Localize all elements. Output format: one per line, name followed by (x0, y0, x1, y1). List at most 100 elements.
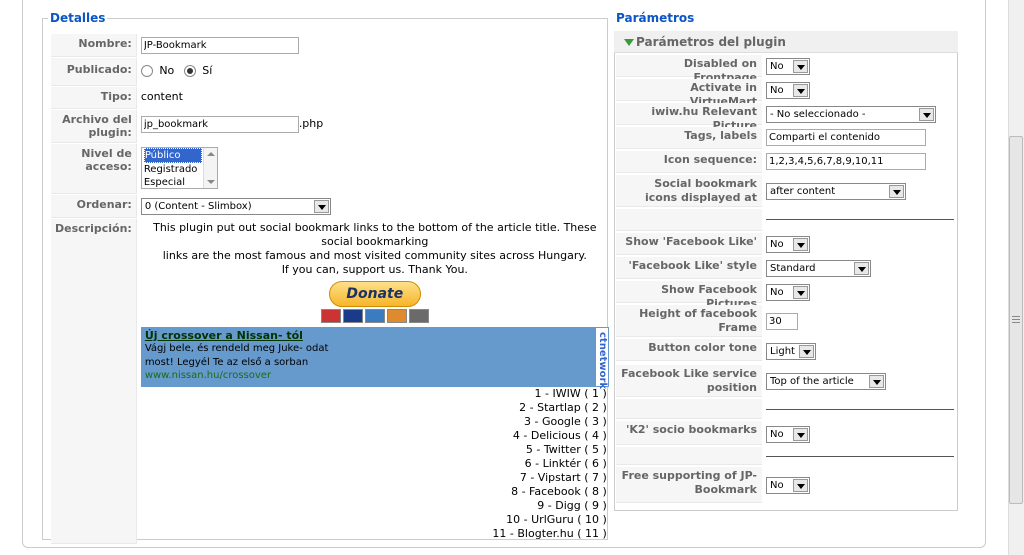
tags-input[interactable] (766, 129, 926, 146)
chevron-down-icon (793, 60, 808, 73)
select-value: No (770, 480, 784, 491)
select-value: No (770, 61, 784, 72)
published-yes-label: Sí (202, 64, 213, 77)
donate-button[interactable]: Donate (328, 281, 421, 307)
virtuemart-select[interactable]: No (766, 82, 810, 99)
payment-cards (141, 309, 609, 325)
chevron-down-icon (793, 286, 808, 299)
order-label: Ordenar: (51, 195, 137, 218)
order-select[interactable]: 0 (Content - Slimbox) (140, 198, 331, 215)
bookmark-item: 11 - Blogter.hu ( 11 ) (492, 527, 607, 540)
btntone-select[interactable]: Light (766, 343, 816, 360)
param-label: Icon sequence: (616, 151, 762, 173)
access-option[interactable]: Público (143, 148, 202, 163)
select-value: No (770, 85, 784, 96)
select-value: No (770, 429, 784, 440)
param-label: Show 'Facebook Like' (616, 233, 762, 255)
chevron-down-icon (793, 428, 808, 441)
divider (766, 456, 954, 457)
bookmark-item: 2 - Startlap ( 2 ) (519, 401, 607, 414)
published-yes-radio[interactable] (183, 65, 196, 77)
select-value: Top of the article (770, 376, 854, 387)
published-label: Publicado: (51, 58, 137, 86)
param-label: Social bookmark icons displayed at (616, 175, 762, 207)
param-label: Show Facebook Pictures (616, 281, 762, 310)
params-legend: Parámetros (614, 11, 697, 25)
access-option[interactable]: Registrado (143, 164, 198, 175)
chevron-down-icon (793, 238, 808, 251)
ad-banner[interactable]: Új crossover a Nissan- tól Vágj bele, és… (140, 327, 609, 390)
chevron-down-icon (313, 200, 329, 213)
select-value: - No seleccionado - (770, 109, 866, 120)
bookmark-item: 4 - Delicious ( 4 ) (512, 429, 607, 442)
published-no-label: No (159, 64, 175, 77)
scroll-grip-icon (1012, 316, 1020, 317)
param-label: Tags, labels (616, 127, 762, 149)
type-value: content (140, 90, 183, 103)
details-legend: Detalles (48, 11, 108, 25)
picture-select[interactable]: - No seleccionado - (766, 106, 936, 123)
mastercard-icon (320, 309, 341, 323)
select-value: No (770, 287, 784, 298)
access-listbox[interactable]: Público Registrado Especial (140, 147, 218, 189)
bookmark-item: 9 - Digg ( 9 ) (537, 499, 607, 512)
param-label: 'K2' socio bookmarks (616, 421, 762, 445)
select-value: after content (770, 186, 836, 197)
desc-label: Descripción: (51, 219, 137, 544)
fblike-select[interactable]: No (766, 236, 810, 253)
param-label: Button color tone (616, 339, 762, 361)
access-label: Nivel de acceso: (51, 144, 137, 194)
file-input[interactable] (140, 116, 299, 133)
ad-network-label: ctnetwork (596, 332, 608, 390)
param-label-empty (616, 399, 762, 419)
bookmark-item: 8 - Facebook ( 8 ) (511, 485, 607, 498)
bookmark-item: 7 - Vipstart ( 7 ) (519, 471, 607, 484)
scroll-grip-icon (1012, 319, 1020, 320)
scrollbar-thumb[interactable] (1009, 136, 1023, 504)
fbpos-select[interactable]: Top of the article (766, 373, 886, 390)
details-fieldset (42, 18, 608, 540)
type-label: Tipo: (51, 87, 137, 109)
bookmark-item: 3 - Google ( 3 ) (523, 415, 607, 428)
ad-title[interactable]: Új crossover a Nissan- tól (144, 329, 303, 342)
file-label: Archivo del plugin: (51, 110, 137, 143)
params-header[interactable]: Parámetros del plugin (614, 31, 958, 53)
param-label: Height of facebook Frame (616, 305, 762, 337)
order-value: 0 (Content - Slimbox) (144, 201, 252, 212)
fbheight-input[interactable] (766, 313, 798, 330)
param-label: iwiw.hu Relevant Picture (616, 103, 762, 132)
chevron-down-icon (799, 345, 814, 358)
desc-line: links are the most famous and most visit… (162, 249, 587, 262)
bookmark-item: 5 - Twitter ( 5 ) (525, 443, 607, 456)
bookmark-item: 10 - UrlGuru ( 10 ) (506, 513, 607, 526)
param-label: Disabled on Frontpage (616, 55, 762, 84)
icon-sequence-input[interactable] (766, 153, 926, 170)
expand-triangle-icon[interactable] (624, 39, 634, 46)
param-label: Free supporting of JP-Bookmark (616, 467, 762, 503)
chevron-down-icon (889, 185, 904, 198)
file-ext: .php (298, 117, 324, 130)
param-label: Facebook Like service position (616, 365, 762, 397)
published-no-radio[interactable] (140, 65, 153, 77)
name-input[interactable] (140, 37, 299, 54)
fbpics-select[interactable]: No (766, 284, 810, 301)
fbstyle-select[interactable]: Standard (766, 260, 871, 277)
access-option[interactable]: Especial (143, 177, 186, 188)
bookmark-list: 1 - IWIW ( 1 ) 2 - Startlap ( 2 ) 3 - Go… (141, 387, 609, 541)
disabled-select[interactable]: No (766, 58, 810, 75)
select-value: Light (770, 346, 795, 357)
displayed-select[interactable]: after content (766, 183, 906, 200)
name-label: Nombre: (51, 34, 137, 57)
listbox-scrollbar[interactable] (202, 148, 217, 188)
desc-line: This plugin put out social bookmark link… (153, 221, 597, 248)
ad-url[interactable]: www.nissan.hu/crossover (144, 370, 272, 381)
discover-icon (386, 309, 407, 323)
ad-network-badge: ctnetwork (594, 327, 609, 390)
free-select[interactable]: No (766, 477, 810, 494)
ad-line: Vágj bele, és rendeld meg Juke- odat (144, 343, 329, 354)
k2-select[interactable]: No (766, 426, 810, 443)
bank-icon (408, 309, 429, 323)
bookmark-item: 1 - IWIW ( 1 ) (534, 387, 607, 400)
param-label: 'Facebook Like' style (616, 257, 762, 279)
details-table: Nombre: Publicado: No Sí Tipo: content A… (50, 33, 613, 545)
